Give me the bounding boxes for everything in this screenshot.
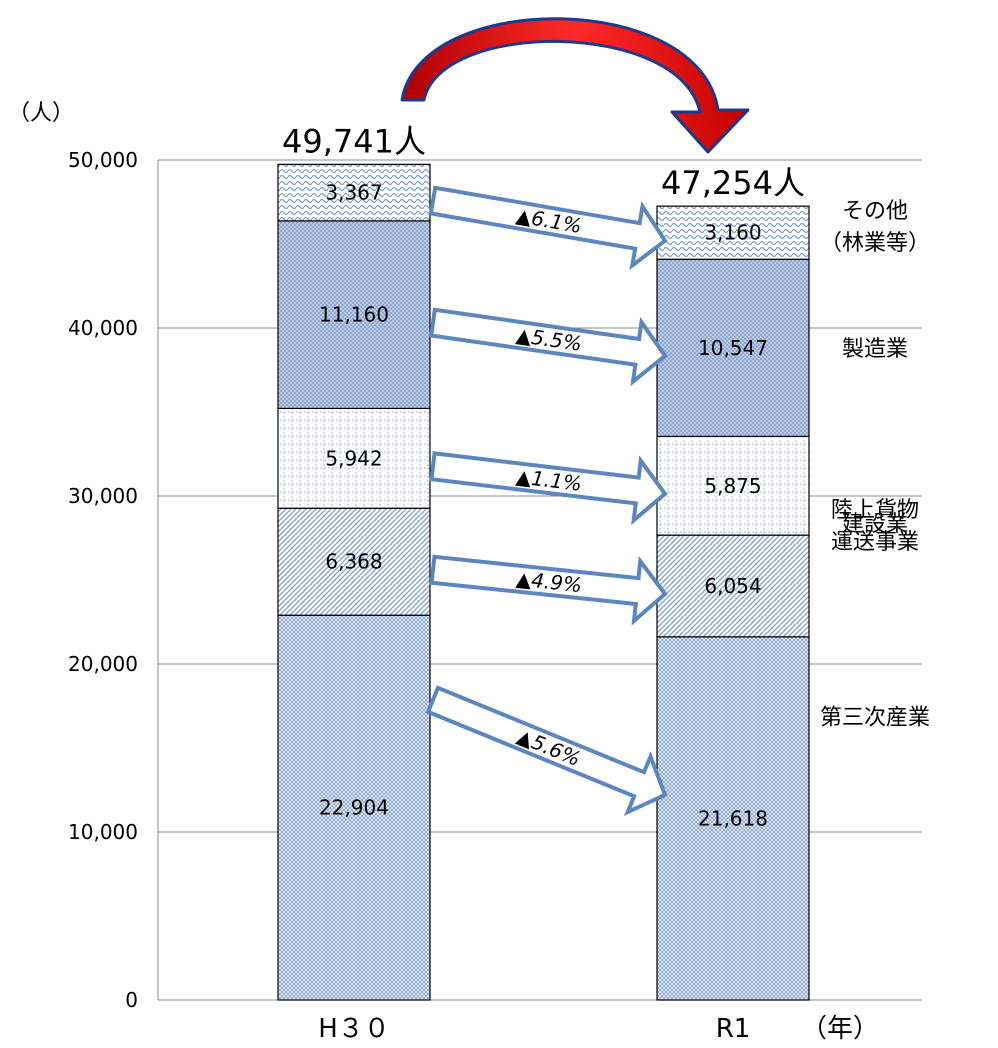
- bar-segment: [277, 163, 431, 222]
- data-label: 6,054: [704, 574, 761, 598]
- bar-segment: [656, 534, 810, 638]
- bar-segment: [277, 507, 431, 616]
- bar-segment: [656, 435, 810, 536]
- change-arrow: [429, 451, 668, 526]
- data-label: 5,875: [704, 474, 761, 498]
- change-label: ▲5.6%: [514, 724, 584, 771]
- total-label: 49,741人: [282, 122, 426, 160]
- bar-segment: [656, 636, 810, 1001]
- curved-red-arrow: [400, 17, 750, 154]
- change-arrow: [429, 554, 668, 626]
- y-tick-label: 50,000: [68, 148, 138, 172]
- data-label: 3,367: [325, 181, 382, 205]
- y-tick-label: 0: [125, 988, 138, 1012]
- change-arrow: [425, 685, 668, 816]
- change-arrow: [428, 185, 668, 271]
- data-label: 6,368: [325, 550, 382, 574]
- change-arrow: [428, 307, 668, 387]
- legend-label: 第三次産業: [820, 706, 930, 731]
- x-axis-label: （年）: [801, 1014, 879, 1044]
- legend-label: （林業等）: [820, 231, 930, 256]
- y-axis-label: （人）: [8, 101, 74, 126]
- legend-label: 製造業: [842, 337, 908, 362]
- y-tick-label: 40,000: [68, 316, 138, 340]
- bar-segment: [656, 205, 810, 260]
- legend-label: 建設業: [842, 512, 908, 537]
- total-label: 47,254人: [661, 164, 805, 202]
- legend-label: 運送事業: [831, 530, 919, 555]
- data-label: 11,160: [319, 303, 389, 327]
- legend-label: 陸上貨物: [831, 498, 919, 523]
- y-tick-label: 10,000: [68, 820, 138, 844]
- bar-segment: [277, 407, 431, 509]
- data-label: 22,904: [319, 796, 389, 820]
- x-tick-label: R1: [716, 1014, 751, 1044]
- legend-label: その他: [842, 199, 908, 224]
- y-tick-label: 20,000: [68, 652, 138, 676]
- data-label: 10,547: [698, 336, 768, 360]
- y-tick-label: 30,000: [68, 484, 138, 508]
- bar-segment: [277, 614, 431, 1001]
- data-label: 5,942: [325, 446, 382, 470]
- bar-segment: [277, 220, 431, 410]
- data-label: 21,618: [698, 806, 768, 830]
- data-label: 3,160: [704, 221, 761, 245]
- x-tick-label: H３０: [318, 1014, 390, 1044]
